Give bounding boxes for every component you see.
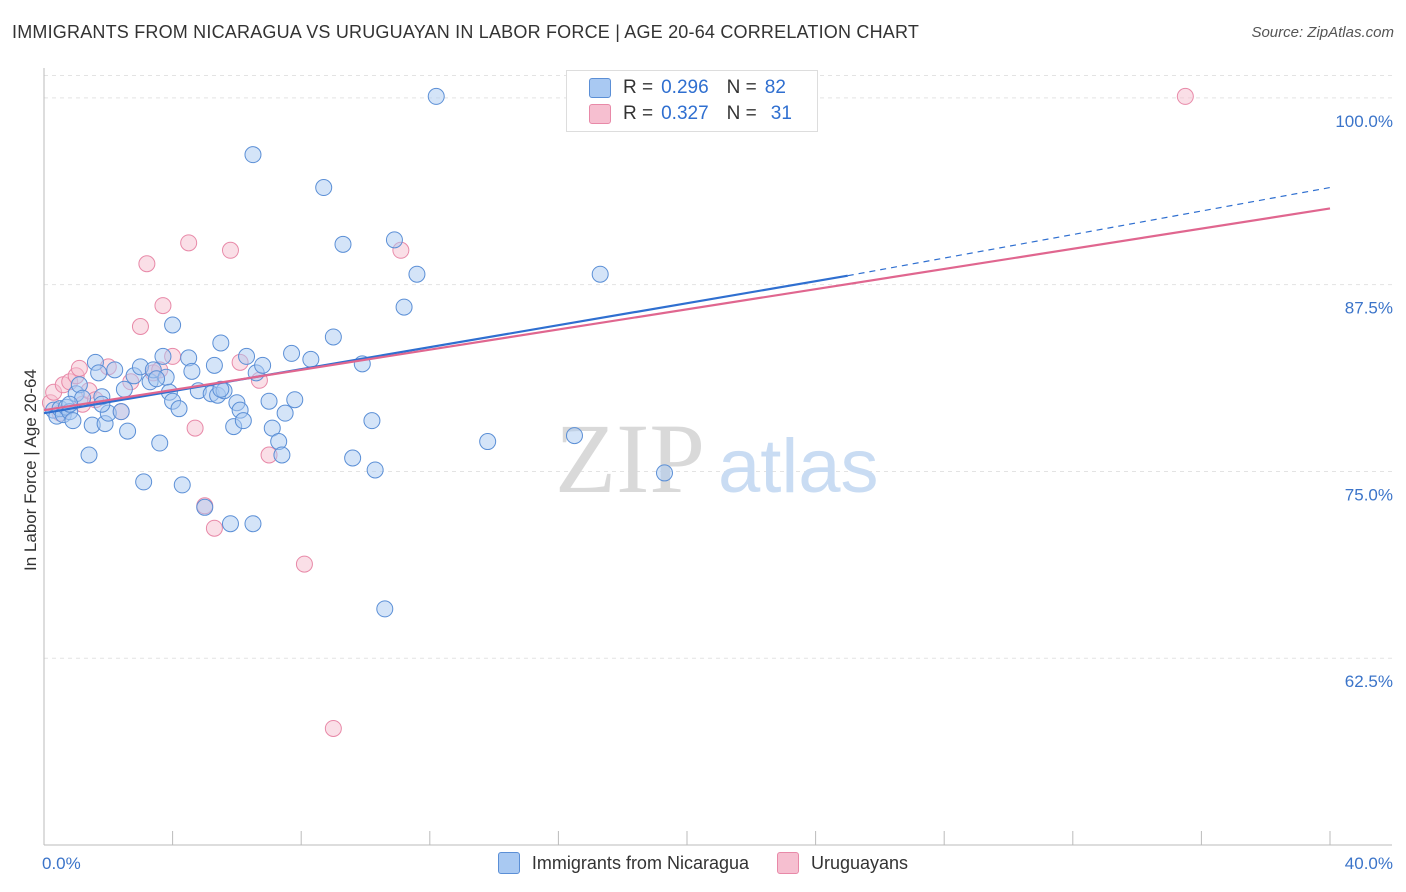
bottom-legend-label-nicaragua: Immigrants from Nicaragua bbox=[531, 852, 749, 873]
y-tick-label: 75.0% bbox=[1345, 485, 1393, 504]
series-nicaragua-points bbox=[45, 86, 719, 618]
legend-swatch-pink bbox=[589, 104, 611, 124]
nicaragua-point bbox=[238, 347, 256, 365]
nicaragua-point bbox=[254, 356, 272, 374]
uruguayans-point bbox=[70, 359, 88, 377]
nicaragua-point bbox=[106, 361, 124, 379]
nicaragua-point bbox=[276, 404, 294, 422]
watermark-zip: ZIP bbox=[555, 403, 705, 514]
y-tick-labels: 62.5% 75.0% 87.5% 100.0% bbox=[1335, 112, 1393, 691]
y-axis-label: In Labor Force | Age 20-64 bbox=[21, 369, 40, 571]
nicaragua-point bbox=[80, 446, 98, 464]
x-tick-labels: 0.0% 40.0% bbox=[42, 854, 1393, 873]
chart-title: IMMIGRANTS FROM NICARAGUA VS URUGUAYAN I… bbox=[12, 22, 920, 42]
nicaragua-point bbox=[205, 356, 223, 374]
nicaragua-point bbox=[151, 434, 169, 452]
legend: R = 0.296 N = 82 R = 0.327 N = 31 bbox=[566, 70, 818, 132]
nicaragua-point bbox=[376, 600, 394, 618]
nicaragua-point bbox=[363, 412, 381, 430]
nicaragua-point bbox=[273, 446, 291, 464]
nicaragua-point bbox=[183, 362, 201, 380]
axes bbox=[43, 68, 1392, 846]
y-tick-label: 87.5% bbox=[1345, 299, 1393, 318]
uruguayans-trend-line bbox=[43, 207, 1331, 412]
source-label: Source: ZipAtlas.com bbox=[1251, 24, 1394, 41]
x-tick-label-min: 0.0% bbox=[42, 854, 81, 873]
nicaragua-point bbox=[164, 316, 182, 334]
uruguayans-point bbox=[205, 519, 223, 537]
nicaragua-point bbox=[591, 265, 609, 283]
nicaragua-point bbox=[479, 433, 497, 451]
uruguayans-point bbox=[1176, 87, 1194, 105]
nicaragua-point bbox=[119, 422, 137, 440]
nicaragua-point bbox=[148, 370, 166, 388]
nicaragua-point bbox=[324, 328, 342, 346]
nicaragua-trend-line bbox=[43, 274, 848, 415]
nicaragua-point bbox=[427, 87, 445, 105]
nicaragua-point bbox=[115, 380, 133, 398]
y-tick-label: 100.0% bbox=[1335, 112, 1393, 131]
nicaragua-point bbox=[154, 347, 172, 365]
legend-r-value: 0.296 bbox=[661, 77, 709, 98]
nicaragua-point bbox=[135, 473, 153, 491]
nicaragua-point bbox=[170, 400, 188, 418]
nicaragua-point bbox=[244, 515, 262, 533]
legend-r-value: 0.327 bbox=[661, 103, 709, 124]
legend-n-label: N = bbox=[726, 77, 757, 98]
uruguayans-point bbox=[186, 419, 204, 437]
watermark: ZIP atlas bbox=[555, 403, 879, 514]
nicaragua-point bbox=[244, 146, 262, 164]
nicaragua-point bbox=[283, 344, 301, 362]
nicaragua-point bbox=[366, 461, 384, 479]
nicaragua-point bbox=[655, 464, 673, 482]
legend-row-uruguayans: R = 0.327 N = 31 bbox=[589, 101, 792, 127]
nicaragua-point bbox=[234, 412, 252, 430]
nicaragua-point bbox=[334, 235, 352, 253]
nicaragua-point bbox=[565, 427, 583, 445]
nicaragua-point bbox=[315, 179, 333, 197]
bottom-legend-swatch-blue bbox=[497, 852, 520, 874]
legend-row-nicaragua: R = 0.296 N = 82 bbox=[589, 75, 786, 101]
uruguayans-point bbox=[295, 555, 313, 573]
bottom-legend-swatch-pink bbox=[777, 852, 799, 874]
nicaragua-point bbox=[64, 412, 82, 430]
legend-n-value: 82 bbox=[764, 77, 786, 98]
watermark-atlas: atlas bbox=[718, 424, 879, 509]
uruguayans-point bbox=[221, 241, 239, 259]
legend-n-label: N = bbox=[726, 103, 757, 124]
nicaragua-point bbox=[385, 231, 403, 249]
nicaragua-point bbox=[302, 350, 320, 368]
trend-lines bbox=[43, 186, 1331, 415]
uruguayans-point bbox=[180, 234, 198, 252]
nicaragua-point bbox=[212, 334, 230, 352]
nicaragua-point bbox=[173, 476, 191, 494]
legend-swatch-blue bbox=[589, 78, 611, 98]
legend-n-value: 31 bbox=[770, 103, 792, 124]
nicaragua-point bbox=[344, 449, 362, 467]
nicaragua-point bbox=[196, 498, 214, 516]
nicaragua-trend-extension bbox=[847, 186, 1331, 277]
nicaragua-point bbox=[90, 364, 108, 382]
bottom-legend: Immigrants from Nicaragua Uruguayans bbox=[0, 852, 1406, 874]
uruguayans-point bbox=[324, 719, 342, 737]
nicaragua-point bbox=[286, 391, 304, 409]
bottom-legend-uruguayans: Uruguayans bbox=[777, 852, 908, 874]
nicaragua-point bbox=[408, 265, 426, 283]
nicaragua-point bbox=[212, 380, 230, 398]
y-tick-label: 62.5% bbox=[1345, 672, 1393, 691]
legend-r-label: R = bbox=[623, 77, 654, 98]
bottom-legend-label-uruguayans: Uruguayans bbox=[811, 852, 909, 873]
nicaragua-point bbox=[221, 515, 239, 533]
nicaragua-point bbox=[260, 392, 278, 410]
uruguayans-point bbox=[154, 297, 172, 315]
nicaragua-point bbox=[395, 298, 413, 316]
bottom-legend-nicaragua: Immigrants from Nicaragua bbox=[497, 852, 749, 874]
x-tick-label-max: 40.0% bbox=[1345, 854, 1393, 873]
nicaragua-point bbox=[112, 403, 130, 421]
uruguayans-point bbox=[138, 255, 156, 273]
uruguayans-point bbox=[131, 318, 149, 336]
legend-r-label: R = bbox=[623, 103, 654, 124]
